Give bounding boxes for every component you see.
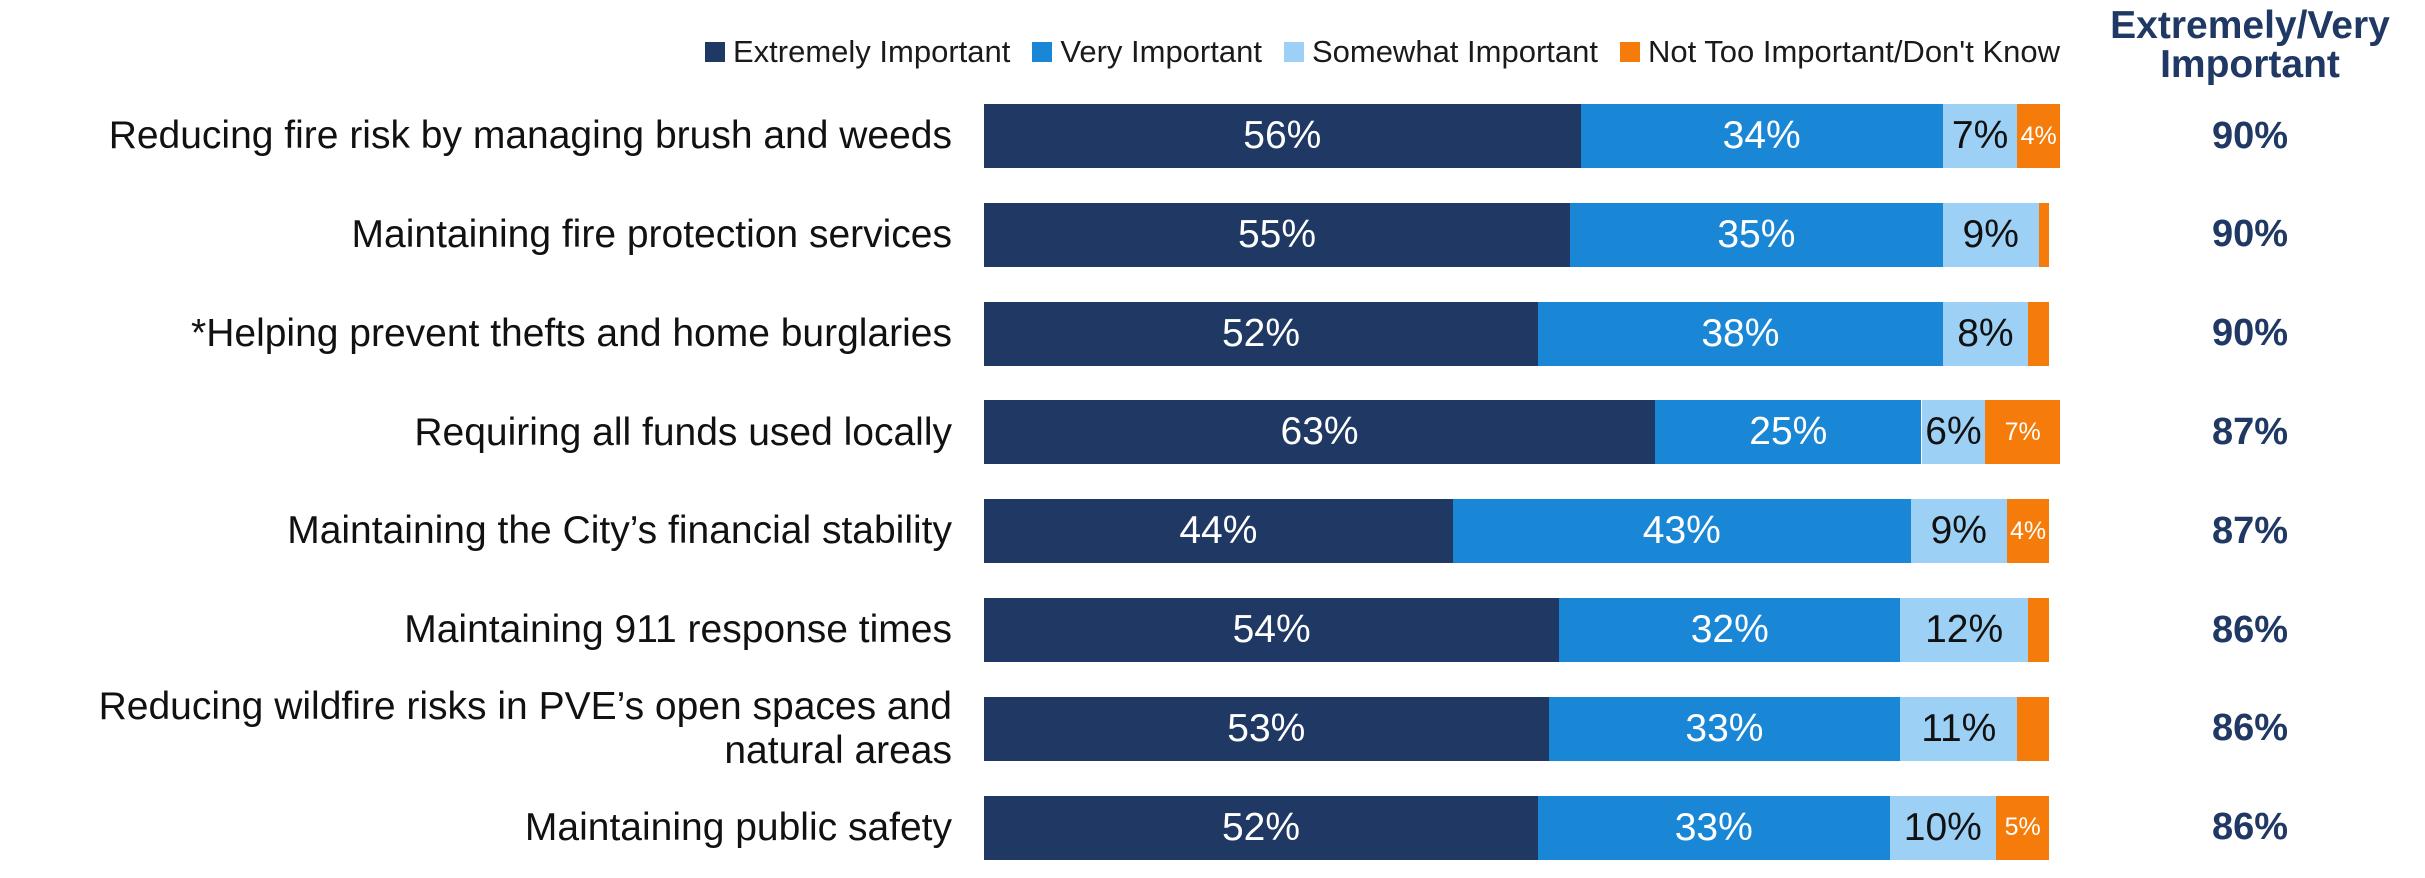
data-label: 54% bbox=[1232, 608, 1311, 651]
data-label: 56% bbox=[1243, 114, 1322, 157]
data-label: 4% bbox=[2009, 516, 2047, 545]
bar-segment: 25% bbox=[1655, 400, 1922, 465]
data-label: 7% bbox=[2004, 417, 2041, 446]
bar-segment: 7% bbox=[1985, 400, 2060, 465]
legend-label: Not Too Important/Don't Know bbox=[1647, 34, 2060, 69]
category-label: Maintaining fire protection services bbox=[351, 212, 952, 256]
category-label: *Helping prevent thefts and home burglar… bbox=[191, 311, 952, 355]
legend: Extremely Important Very Important Somewha… bbox=[704, 34, 2060, 70]
bar-segment: 52% bbox=[984, 795, 1538, 860]
legend-item: Not Too Important/Don't Know bbox=[1619, 34, 2060, 70]
bar-segment: 8% bbox=[1942, 301, 2029, 366]
page: {"chart_data": { "type": "stacked-bar-ho… bbox=[98, 4, 2390, 860]
bar-segment: 4% bbox=[2017, 104, 2060, 168]
bar-segment: 63% bbox=[984, 400, 1656, 465]
bar-segment: 12% bbox=[1900, 598, 2029, 662]
category-label: Reducing wildfire risks in PVE’s open sp… bbox=[98, 685, 952, 772]
bar-segment: 52% bbox=[984, 301, 1538, 366]
legend-swatch bbox=[1283, 42, 1304, 62]
total-label: 86% bbox=[2211, 608, 2289, 651]
bar-segment bbox=[2028, 598, 2050, 662]
legend-swatch bbox=[704, 42, 725, 62]
data-label: 8% bbox=[1957, 311, 2014, 355]
data-label: 52% bbox=[1221, 311, 1301, 355]
data-label: 55% bbox=[1237, 212, 1316, 256]
data-label: 38% bbox=[1701, 311, 1780, 355]
legend-label: Very Important bbox=[1060, 34, 1262, 69]
data-label: 9% bbox=[1930, 509, 1987, 553]
data-label: 52% bbox=[1221, 805, 1301, 849]
bar-segment bbox=[2038, 202, 2050, 267]
data-label: 7% bbox=[1951, 114, 2009, 157]
data-label: 34% bbox=[1722, 114, 1801, 157]
bar-segment bbox=[2028, 301, 2050, 366]
data-label: 4% bbox=[2020, 121, 2057, 150]
legend-item: Somewhat Important bbox=[1283, 34, 1598, 70]
total-label: 90% bbox=[2211, 114, 2289, 157]
chart: Extremely Important Very Important Somewha… bbox=[98, 4, 2390, 860]
data-label: 9% bbox=[1962, 212, 2019, 256]
data-label: 53% bbox=[1227, 706, 1306, 750]
bar-segment bbox=[2017, 696, 2050, 761]
bar-segment: 35% bbox=[1569, 202, 1943, 267]
total-label: 90% bbox=[2211, 312, 2289, 355]
total-label: 86% bbox=[2211, 707, 2289, 750]
data-label: 63% bbox=[1280, 410, 1359, 454]
data-label: 33% bbox=[1685, 706, 1764, 750]
bar-segment: 9% bbox=[1942, 202, 2039, 267]
bar-segment: 56% bbox=[984, 104, 1581, 168]
bar-segment: 11% bbox=[1900, 696, 2018, 761]
bar-segment: 55% bbox=[984, 202, 1570, 267]
bar-segment: 9% bbox=[1910, 499, 2007, 564]
bar-segment: 34% bbox=[1580, 104, 1943, 168]
bar-segment: 38% bbox=[1537, 301, 1943, 366]
category-label: Maintaining the City’s financial stabili… bbox=[287, 509, 952, 553]
data-label: 25% bbox=[1749, 410, 1828, 454]
legend-swatch bbox=[1032, 42, 1053, 62]
bar-segment: 54% bbox=[984, 598, 1560, 662]
data-label: 33% bbox=[1674, 805, 1753, 849]
bar-segment: 33% bbox=[1537, 795, 1890, 860]
data-label: 32% bbox=[1690, 608, 1769, 651]
legend-item: Very Important bbox=[1032, 34, 1262, 70]
legend-swatch bbox=[1619, 42, 1640, 62]
category-label: Maintaining public safety bbox=[524, 805, 952, 849]
data-label: 43% bbox=[1642, 509, 1721, 553]
bar-segment: 53% bbox=[984, 696, 1549, 761]
data-label: 6% bbox=[1925, 410, 1982, 454]
bar-segment: 33% bbox=[1548, 696, 1901, 761]
data-label: 5% bbox=[2004, 813, 2041, 842]
bar-segment: 32% bbox=[1559, 598, 1901, 662]
data-label: 11% bbox=[1921, 706, 1997, 750]
bar-segment: 7% bbox=[1942, 104, 2018, 168]
bar-segment: 5% bbox=[1996, 795, 2050, 860]
category-label: Maintaining 911 response times bbox=[404, 608, 952, 652]
total-label: 87% bbox=[2211, 509, 2289, 552]
category-label: Requiring all funds used locally bbox=[414, 410, 952, 454]
total-label: 86% bbox=[2211, 806, 2289, 849]
totals-title: Extremely/Very Important bbox=[2110, 4, 2390, 86]
total-label: 90% bbox=[2211, 213, 2289, 256]
legend-label: Extremely Important bbox=[732, 34, 1011, 69]
legend-label: Somewhat Important bbox=[1311, 34, 1598, 69]
bar-segment: 4% bbox=[2006, 499, 2050, 564]
data-label: 10% bbox=[1903, 805, 1982, 849]
total-label: 87% bbox=[2211, 410, 2289, 453]
bar-segment: 6% bbox=[1921, 400, 1986, 465]
bar-segment: 43% bbox=[1452, 499, 1911, 564]
bar-segment: 10% bbox=[1889, 795, 1997, 860]
legend-item: Extremely Important bbox=[704, 34, 1011, 70]
data-label: 35% bbox=[1717, 212, 1796, 256]
bar-segment: 44% bbox=[984, 499, 1453, 564]
data-label: 44% bbox=[1179, 509, 1258, 553]
data-label: 12% bbox=[1925, 608, 2004, 651]
category-label: Reducing fire risk by managing brush and… bbox=[108, 114, 952, 158]
